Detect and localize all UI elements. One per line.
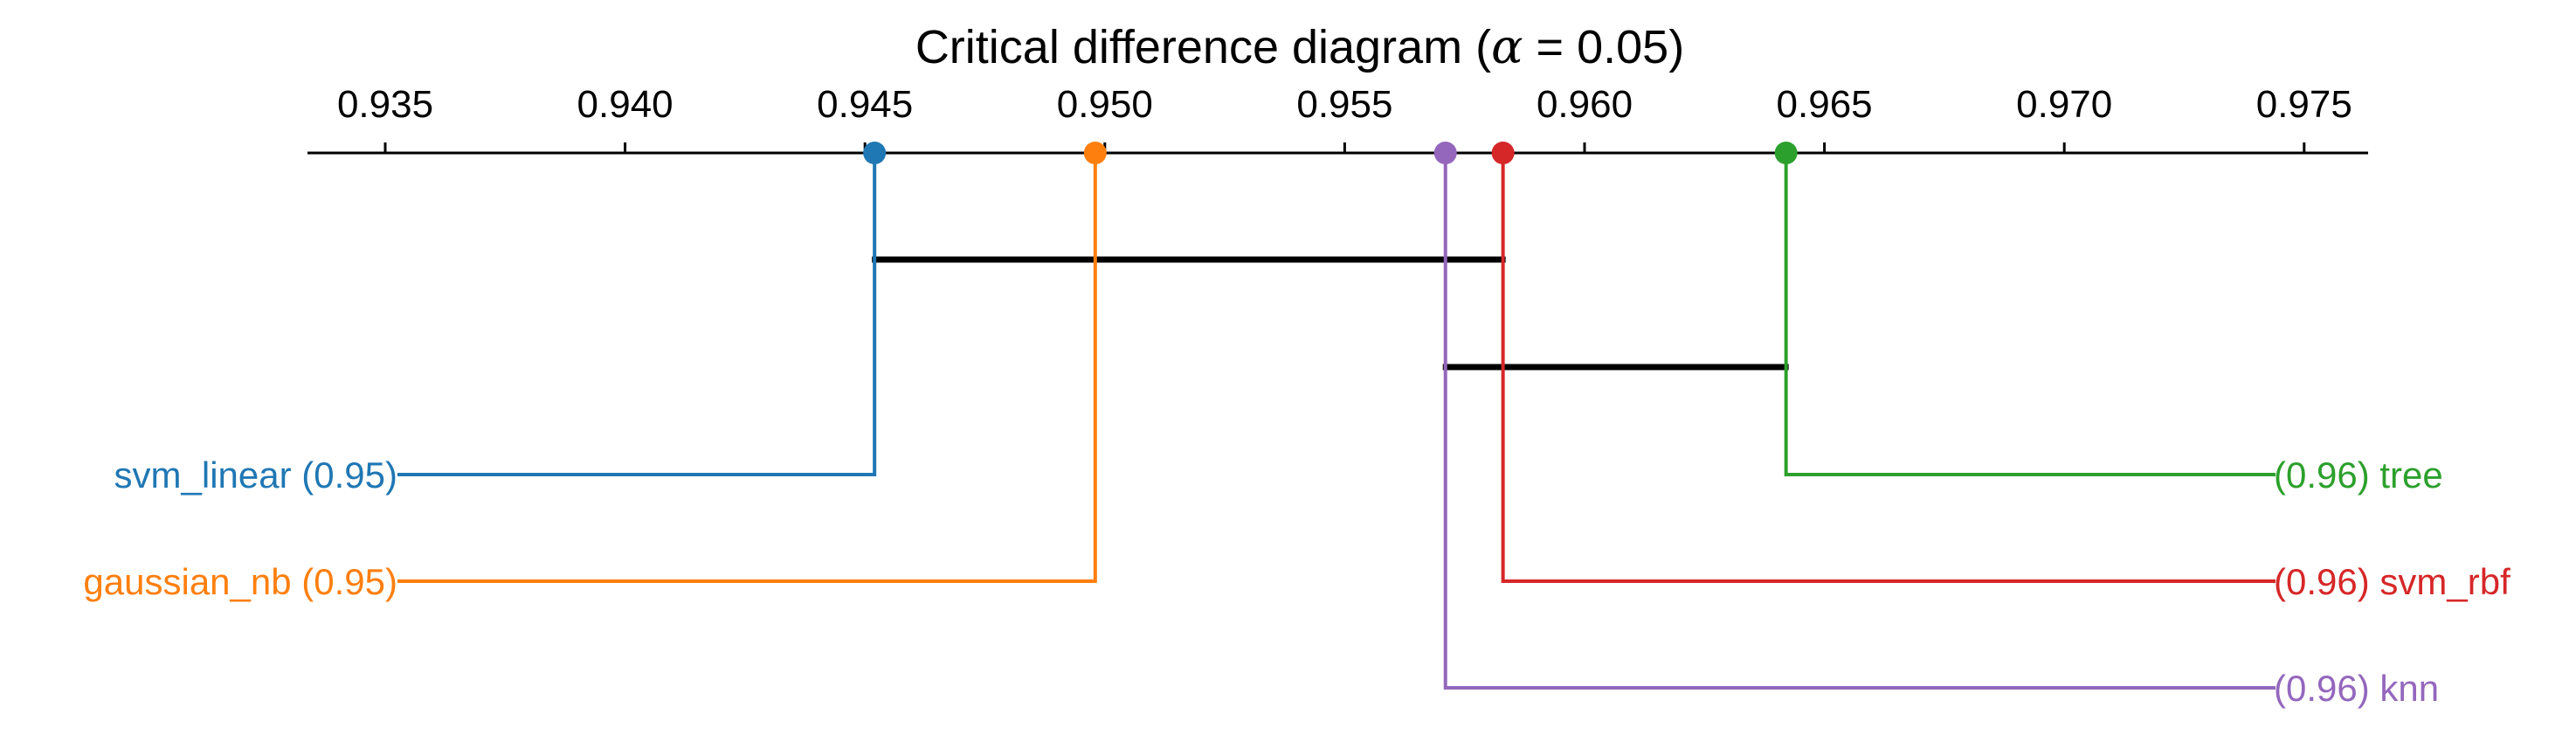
marker-knn (1433, 142, 1457, 164)
axis-tick-label: 0.945 (817, 83, 913, 126)
method-label-gap (292, 561, 302, 602)
connector-svm_rbf (1501, 153, 2276, 583)
method-markers (863, 142, 1798, 164)
axis-tick-label: 0.960 (1537, 83, 1633, 126)
method-label-gap (2370, 668, 2380, 709)
axis-tick-label: 0.965 (1777, 83, 1873, 126)
method-label-knn: (0.96) knn (2274, 668, 2439, 709)
axis-tick-label: 0.970 (2016, 83, 2112, 126)
method-name: tree (2379, 454, 2442, 496)
clique-bars (872, 256, 1789, 371)
connector-svm_linear (397, 153, 877, 476)
method-label-gap (2370, 454, 2380, 496)
marker-svm_linear (863, 142, 887, 164)
axis-tick-label: 0.935 (337, 83, 433, 126)
method-label-gap (292, 454, 302, 496)
chart-title-alpha-value: 0.05 (1577, 21, 1668, 73)
method-name: svm_rbf (2379, 561, 2510, 602)
chart-title-equals: = (1523, 21, 1578, 73)
method-value: (0.96) (2274, 668, 2370, 709)
method-labels: svm_linear (0.95)gaussian_nb (0.95)(0.96… (83, 454, 2510, 709)
method-value: (0.95) (301, 454, 397, 496)
method-label-gap (2370, 561, 2380, 602)
method-value: (0.95) (301, 561, 397, 602)
chart-title-alpha-symbol: α (1491, 19, 1523, 74)
axis-tick-label: 0.975 (2256, 83, 2352, 126)
axis-tick-label: 0.950 (1057, 83, 1153, 126)
method-connectors (397, 153, 2276, 690)
axis-tick-label: 0.955 (1296, 83, 1392, 126)
chart-title-prefix: Critical difference diagram ( (915, 21, 1491, 73)
method-value: (0.96) (2274, 561, 2370, 602)
chart-title-suffix: ) (1668, 21, 1684, 73)
connector-gaussian_nb (397, 153, 1097, 583)
marker-svm_rbf (1491, 142, 1515, 164)
method-label-tree: (0.96) tree (2274, 454, 2443, 496)
chart-title: Critical difference diagram (α = 0.05) (915, 19, 1684, 74)
method-name: knn (2379, 668, 2439, 709)
marker-gaussian_nb (1083, 142, 1107, 164)
axis-tick-label: 0.940 (577, 83, 673, 126)
connector-tree (1784, 153, 2276, 476)
connector-knn (1443, 153, 2276, 690)
method-name: gaussian_nb (83, 561, 291, 602)
method-label-gaussian_nb: gaussian_nb (0.95) (83, 561, 397, 602)
marker-tree (1774, 142, 1798, 164)
method-name: svm_linear (114, 454, 292, 496)
method-value: (0.96) (2274, 454, 2370, 496)
method-label-svm_linear: svm_linear (0.95) (114, 454, 397, 496)
method-label-svm_rbf: (0.96) svm_rbf (2274, 561, 2510, 602)
axis-ticks: 0.935 0.940 0.945 0.950 0.955 0.960 0.965 0.970… (337, 83, 2352, 154)
